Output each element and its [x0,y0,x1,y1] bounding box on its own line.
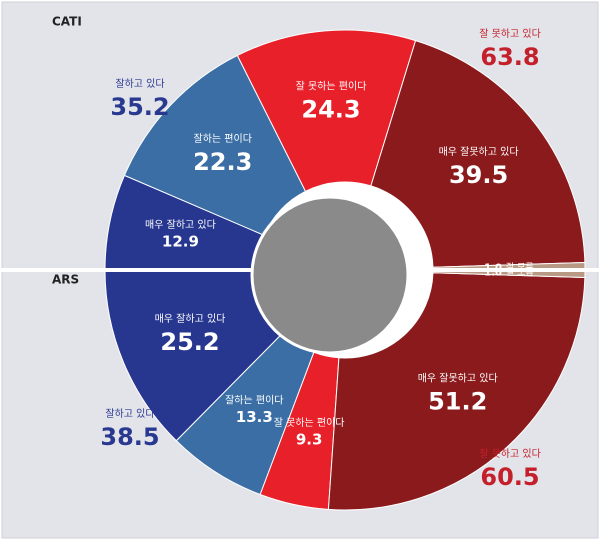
chart-title: CATI [52,15,82,29]
value-label: 24.3 [301,96,360,124]
photo [252,197,408,353]
segment-label: 잘 못하는 편이다 [274,416,345,429]
group-value: 38.5 [100,423,159,451]
segment-label: 매우 잘하고 있다 [145,218,216,231]
chart-title: ARS [52,273,79,287]
segment-label: 매우 잘못하고 있다 [439,145,519,158]
segment-label: 매우 잘못하고 있다 [418,372,498,385]
segment-label: 잘 못하는 편이다 [296,80,367,93]
group-value: 60.5 [480,463,539,491]
value-label: 12.9 [162,233,199,251]
value-label: 13.3 [236,408,273,426]
value-label: 1.0 [484,268,502,279]
value-label: 51.2 [428,388,487,416]
value-label: 39.5 [449,161,508,189]
value-label: 25.2 [160,328,219,356]
value-label: 22.3 [193,148,252,176]
segment [236,29,417,193]
group-label: 잘 못하고 있다 [479,27,541,40]
rings [104,29,586,511]
photo-border [250,195,410,355]
group-label: 잘 못하고 있다 [479,447,541,460]
segment-label: 잘하는 편이다 [225,393,283,406]
value-label: 9.3 [296,431,323,449]
value-label: 1.0 [484,262,502,273]
segment-label: 매우 잘하고 있다 [155,312,226,325]
group-label: 잘하고 있다 [115,77,164,90]
group-value: 35.2 [110,93,169,121]
group-label: 잘하고 있다 [105,407,154,420]
group-value: 63.8 [480,43,539,71]
segment-label: 잘하는 편이다 [194,132,252,145]
